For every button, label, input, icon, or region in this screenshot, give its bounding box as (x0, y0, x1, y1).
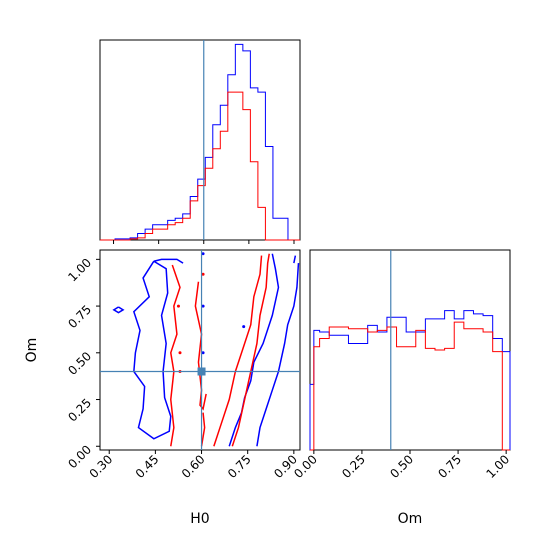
contour-xaxis-tick-label-2: 0.60 (179, 452, 208, 481)
contour-series-1-line-4 (194, 281, 207, 411)
hist-Om-panel (309, 250, 511, 451)
contour-frame (99, 249, 301, 451)
hist-H0-frame (99, 39, 301, 241)
hist-H0-series-0 (100, 43, 300, 241)
contour-series-1-dot-1 (178, 351, 182, 355)
hist-Om-xaxis-tick-label-3: 0.75 (435, 452, 464, 481)
contour-xaxis-tick-label-0: 0.30 (87, 452, 116, 481)
contour-series-1-dot-3 (201, 272, 205, 276)
contour-yaxis-tick-label-2: 0.50 (65, 349, 94, 378)
x-axis-title-om: Om (398, 511, 423, 527)
contour-series-0-line-0 (132, 260, 172, 440)
contour-series-0-line-2 (228, 253, 280, 447)
hist-Om-xaxis-tick-label-4: 1.00 (483, 452, 512, 481)
contour-series-1-dot-0 (176, 304, 180, 308)
contour-series-0-dot-3 (242, 325, 246, 329)
contour-series-0-line-5 (112, 306, 125, 314)
contour-series-0-dot-0 (201, 252, 205, 256)
contour-series-1-line-1 (200, 412, 206, 447)
contour-yaxis-tick-label-4: 1.00 (65, 256, 94, 285)
contour-series-0-line-3 (256, 263, 300, 447)
hist-H0-series-1 (100, 91, 300, 241)
contour-xaxis-tick-label-1: 0.45 (133, 452, 162, 481)
contour-series-0-line-4 (293, 255, 297, 264)
hist-Om-series-0 (309, 310, 511, 450)
hist-H0-panel (100, 40, 300, 241)
hist-Om-xaxis-tick-label-1: 0.25 (339, 452, 368, 481)
hist-Om-series-1 (310, 321, 510, 451)
contour-xaxis-tick-label-3: 0.75 (225, 452, 254, 481)
contour-yaxis-tick-label-3: 0.75 (65, 302, 94, 331)
contour-series-1-line-3 (231, 253, 270, 447)
contour-panel (100, 250, 300, 450)
contour-series-0-line-1 (153, 258, 184, 264)
hist-Om-xaxis-tick-label-0: 0.00 (291, 452, 320, 481)
contour-series-0-dot-2 (201, 351, 205, 355)
truth-marker (197, 367, 206, 376)
contour-lines (112, 252, 300, 447)
contour-series-1-line-0 (169, 264, 181, 447)
contour-series-0-dot-1 (201, 304, 205, 308)
ticks: 0.30 0.45 0.60 0.75 0.900.00 0.25 0.50 0.75 1.00… (65, 240, 512, 481)
y-axis-title-om: Om (24, 338, 40, 363)
contour-series-1-line-2 (213, 255, 263, 447)
contour-yaxis-tick-label-1: 0.25 (65, 396, 94, 425)
x-axis-title-h0: H0 (190, 511, 209, 527)
hist-Om-xaxis-tick-label-2: 0.50 (387, 452, 416, 481)
hist-Om-frame (309, 249, 511, 451)
